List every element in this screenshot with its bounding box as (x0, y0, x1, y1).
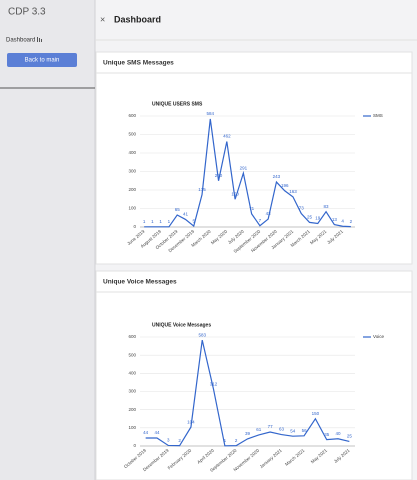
data-label: 19 (315, 216, 321, 221)
data-label: 39 (245, 431, 251, 436)
data-label: 43 (266, 211, 272, 216)
legend-label: SMS (373, 113, 383, 118)
data-label: 196 (281, 183, 289, 188)
y-tick-label: 300 (128, 389, 136, 394)
panel-title: Unique SMS Messages (103, 60, 174, 67)
data-label: 2 (178, 438, 181, 443)
sidebar (0, 0, 95, 480)
y-tick-label: 100 (128, 425, 136, 430)
data-label: 243 (273, 174, 281, 179)
data-label: 2 (350, 219, 353, 224)
data-label: 44 (143, 430, 149, 435)
y-tick-label: 600 (128, 334, 136, 339)
data-label: 65 (175, 207, 181, 212)
back-button-label[interactable]: Back to main (25, 58, 60, 64)
data-label: 83 (324, 204, 330, 209)
panel-title: Unique Voice Messages (103, 279, 177, 286)
chart-title: UNIQUE Voice Messages (152, 322, 211, 328)
data-label: 5 (192, 218, 195, 223)
data-label: 583 (198, 332, 206, 337)
data-label: 41 (183, 212, 189, 217)
y-tick-label: 200 (128, 407, 136, 412)
data-label: 3 (167, 438, 170, 443)
panel (95, 270, 413, 480)
close-icon[interactable]: × (100, 14, 105, 24)
legend-label: Voice (373, 334, 385, 339)
y-tick-label: 300 (128, 169, 136, 174)
data-label: 77 (268, 424, 274, 429)
data-label: 312 (210, 382, 218, 387)
data-label: 104 (187, 419, 195, 424)
data-label: 44 (154, 430, 160, 435)
y-tick-label: 400 (128, 150, 136, 155)
data-label: 163 (289, 189, 297, 194)
y-tick-label: 400 (128, 371, 136, 376)
data-label: 175 (198, 187, 206, 192)
data-label: 291 (240, 165, 248, 170)
data-label: 13 (332, 217, 338, 222)
data-label: 462 (223, 134, 231, 139)
y-tick-label: 500 (128, 132, 136, 137)
y-tick-label: 0 (133, 443, 136, 448)
data-label: 1 (143, 219, 146, 224)
series-line (144, 118, 351, 228)
data-label: 7 (259, 218, 262, 223)
y-tick-label: 600 (128, 113, 136, 118)
chart-title: UNIQUE USERS SMS (152, 101, 203, 107)
data-label: 40 (336, 431, 342, 436)
data-label: 25 (307, 215, 313, 220)
data-label: 71 (249, 206, 255, 211)
panel (95, 51, 413, 265)
data-label: 2 (235, 438, 238, 443)
data-label: 63 (279, 427, 285, 432)
data-label: 150 (231, 191, 239, 196)
data-label: 73 (299, 206, 305, 211)
chart-icon (37, 37, 42, 42)
data-label: 56 (302, 428, 308, 433)
y-tick-label: 100 (128, 206, 136, 211)
y-tick-label: 500 (128, 352, 136, 357)
data-label: 150 (312, 411, 320, 416)
data-label: 35 (324, 432, 330, 437)
data-label: 1 (159, 219, 162, 224)
data-label: 584 (207, 111, 215, 116)
data-label: 1 (224, 438, 227, 443)
data-label: 4 (341, 218, 344, 223)
nav-item[interactable]: Dashboard (6, 38, 35, 44)
data-label: 25 (347, 434, 353, 439)
data-label: 54 (290, 428, 296, 433)
y-tick-label: 0 (133, 224, 136, 229)
data-label: 61 (256, 427, 262, 432)
series-line (145, 339, 350, 447)
back-button[interactable] (7, 53, 77, 67)
y-tick-label: 200 (128, 187, 136, 192)
data-label: 250 (215, 173, 223, 178)
data-label: 1 (168, 219, 171, 224)
data-label: 1 (151, 219, 154, 224)
app-title: CDP 3.3 (8, 7, 46, 18)
page-title: Dashboard (114, 14, 161, 24)
